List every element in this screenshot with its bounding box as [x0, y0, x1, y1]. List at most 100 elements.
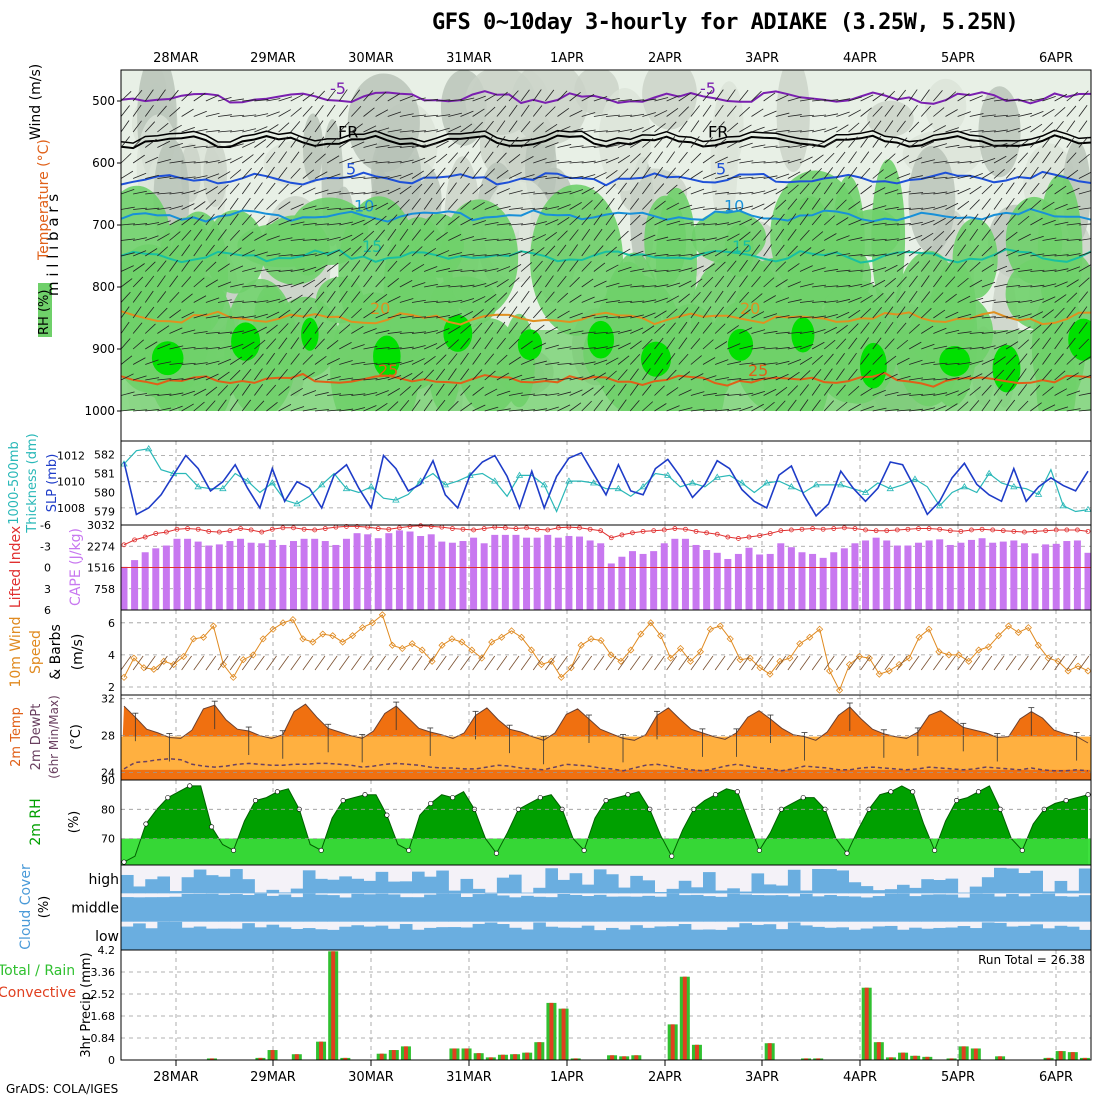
wind-barb — [205, 213, 215, 226]
wind-barb — [521, 207, 536, 210]
wind-barb — [739, 378, 754, 381]
cloud-low-cell — [703, 929, 716, 950]
wind-barb — [230, 300, 245, 303]
wind-barb — [581, 94, 595, 102]
thickness-marker — [491, 477, 499, 484]
cloud-low-cell — [424, 927, 437, 950]
wind-barb — [411, 316, 426, 319]
cloud-middle-cell — [606, 896, 619, 922]
upper-ytick-label-1000: 1000 — [84, 404, 115, 418]
wind-barb — [278, 167, 288, 179]
wind-barb — [642, 112, 656, 117]
temp-tick-24: 24 — [101, 767, 115, 780]
wind-barb — [678, 267, 693, 272]
wind-barb — [254, 167, 264, 179]
wind-barb — [969, 95, 983, 102]
wind-barb — [205, 94, 219, 102]
wind-barb — [411, 371, 424, 381]
wind-barb — [339, 234, 353, 241]
wind-barb — [848, 309, 861, 319]
wind-barb — [993, 316, 1008, 319]
cloud-low-cell — [569, 927, 583, 950]
wind-barb — [981, 229, 991, 241]
cloud-high-cell — [436, 870, 449, 894]
cloud-middle-cell — [290, 897, 304, 922]
wind-barb — [496, 169, 509, 179]
wind-barb — [629, 400, 640, 412]
wind-barb — [266, 368, 275, 381]
wind-barb — [484, 135, 494, 148]
wind-barb — [436, 314, 451, 319]
wind-speed-marker — [885, 667, 893, 675]
surface-wind-barb — [775, 655, 787, 671]
wind-barb — [945, 276, 956, 288]
wind-barb — [909, 221, 923, 226]
wind-barb — [593, 315, 608, 319]
wind-barb — [290, 370, 302, 381]
wind-barb — [909, 175, 923, 179]
wind-barb — [727, 220, 741, 226]
wind-barb — [1066, 187, 1080, 195]
cloud-low-cell — [775, 929, 789, 950]
wind-barb — [1078, 356, 1091, 365]
wind-barb — [557, 217, 570, 226]
wind-barb — [860, 203, 874, 210]
wind-barb — [763, 277, 775, 288]
wind-barb — [872, 266, 887, 272]
wind-barb — [921, 176, 936, 179]
cloud-high-cell — [848, 882, 862, 894]
date-label-bottom-2APR: 2APR — [648, 1070, 682, 1085]
wind-barb — [521, 376, 535, 381]
precip-frame — [120, 949, 1092, 1061]
cloud-middle-cell — [448, 893, 461, 922]
wind-barb — [666, 387, 679, 396]
wind-barb — [132, 291, 142, 303]
wind-barb — [836, 182, 846, 195]
wind-barb — [727, 407, 742, 412]
wind-barb — [375, 376, 390, 381]
wind-barb — [472, 95, 486, 102]
surface-wind-barb — [593, 655, 605, 671]
wind-barb — [836, 98, 851, 102]
rh-saturated-blob — [231, 322, 261, 361]
wind-barb — [581, 400, 592, 412]
wind-speed-marker — [209, 622, 218, 630]
wind-barb — [751, 108, 764, 117]
rh-gray-blob — [978, 86, 1021, 178]
wind-barb — [314, 171, 328, 179]
cloud-middle-cell — [727, 893, 740, 922]
wind-barb — [496, 266, 511, 272]
wind-barb — [132, 322, 143, 334]
date-label-top-1APR: 1APR — [550, 51, 584, 66]
wind-barb — [205, 386, 218, 396]
wind-barb — [339, 192, 354, 195]
wind-barb — [896, 155, 910, 164]
wind-barb — [860, 370, 872, 381]
cloud-middle-cell — [460, 896, 474, 922]
wind-speed-marker — [905, 654, 913, 662]
wind-barb — [848, 385, 860, 396]
wind-barb — [642, 98, 657, 102]
li-tick-6: 6 — [44, 604, 51, 617]
wind-barb — [278, 254, 293, 257]
wind-barb — [848, 151, 857, 164]
wind-barb — [508, 251, 523, 257]
wind-barb — [860, 121, 871, 133]
wind-barb — [751, 190, 766, 195]
wind-barb — [605, 399, 615, 412]
wind-barb — [993, 399, 1003, 412]
wind-barb — [787, 331, 802, 334]
wind-barb — [787, 171, 801, 179]
wind-barb — [605, 213, 615, 226]
cape-bar — [607, 563, 615, 610]
rh-marker — [537, 795, 543, 801]
wind-barb — [1042, 254, 1057, 257]
wind-barb — [812, 114, 827, 117]
cloud-high-cell — [824, 869, 837, 894]
rh-marker — [252, 798, 258, 804]
cloud-low-cell — [181, 927, 195, 950]
cape-bar — [395, 530, 403, 610]
wind-barb — [241, 182, 251, 195]
surface-wind-barb — [266, 655, 277, 671]
wind-barb — [435, 153, 448, 164]
